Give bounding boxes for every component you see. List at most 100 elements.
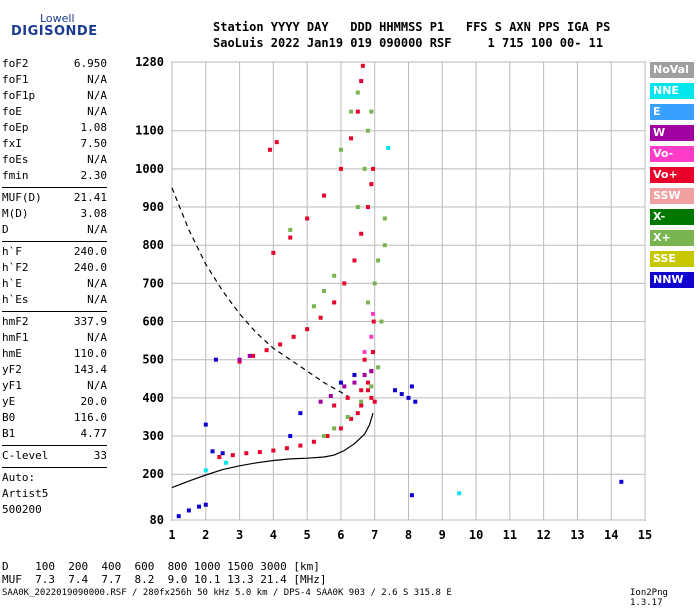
- echo-point-NNW: [409, 493, 414, 498]
- param-value: 337.9: [73, 315, 107, 328]
- legend-item-X-: X-: [650, 209, 694, 225]
- echo-point-Vo+: [288, 235, 293, 240]
- echo-point-NNW: [399, 392, 404, 397]
- echo-point-NNW: [352, 372, 357, 377]
- echo-point-NNW: [210, 449, 215, 454]
- param-value: 116.0: [73, 411, 107, 424]
- echo-point-X+: [365, 128, 370, 133]
- y-tick-label: 500: [142, 353, 164, 367]
- x-tick-label: 13: [570, 528, 584, 542]
- legend-item-SSW: SSW: [650, 188, 694, 204]
- param-value: N/A: [87, 293, 107, 306]
- param-hmE: hmE 110.0: [2, 347, 107, 363]
- param-foF1p: foF1p N/A: [2, 89, 107, 105]
- echo-point-NNW: [220, 451, 225, 456]
- echo-point-NNW: [392, 388, 397, 393]
- param-value: N/A: [87, 153, 107, 166]
- echo-point-Vo+: [325, 434, 330, 439]
- echo-point-X+: [382, 216, 387, 221]
- param-foF2: foF2 6.950: [2, 57, 107, 73]
- param-value: N/A: [87, 379, 107, 392]
- param-key: foEs: [2, 153, 29, 166]
- x-tick-label: 11: [503, 528, 517, 542]
- profile-curve: [171, 412, 374, 489]
- echo-point-Vo+: [257, 450, 262, 455]
- logo-digisonde: DIGISONDE: [11, 24, 98, 39]
- y-tick-label: 1100: [135, 124, 164, 138]
- echo-point-X+: [349, 109, 354, 114]
- echo-point-Vo+: [362, 357, 367, 362]
- param-yF2: yF2 143.4: [2, 363, 107, 379]
- echo-point-Vo+: [355, 109, 360, 114]
- echo-point-NNW: [406, 395, 411, 400]
- param-foEp: foEp 1.08: [2, 121, 107, 137]
- echo-point-X+: [355, 90, 360, 95]
- param-h`F2: h`F2 240.0: [2, 261, 107, 277]
- echo-point-X+: [379, 319, 384, 324]
- param-MUF(D): MUF(D) 21.41: [2, 191, 107, 207]
- echo-point-Vo+: [332, 300, 337, 305]
- x-tick-label: 3: [236, 528, 243, 542]
- echo-point-W: [352, 380, 357, 385]
- autoscaling-info-2: 500200: [2, 503, 42, 516]
- param-clevel: C-level 33: [2, 449, 107, 465]
- param-key: fxI: [2, 137, 22, 150]
- param-key: foEp: [2, 121, 29, 134]
- echo-point-Vo+: [360, 63, 365, 68]
- param-hmF2: hmF2 337.9: [2, 315, 107, 331]
- echo-point-NNW: [298, 411, 303, 416]
- autoscaling-info-1: Artist5: [2, 487, 49, 500]
- param-value: 1.08: [80, 121, 108, 134]
- x-tick-label: 1: [168, 528, 175, 542]
- param-B1: B1 4.77: [2, 427, 107, 443]
- y-tick-label: 200: [142, 467, 164, 481]
- legend-item-X+: X+: [650, 230, 694, 246]
- param-value: N/A: [87, 89, 107, 102]
- echo-point-Vo+: [338, 426, 343, 431]
- param-value: 143.4: [73, 363, 107, 376]
- echo-point-Vo+: [267, 147, 272, 152]
- param-separator: [2, 467, 107, 468]
- echo-point-NNE: [224, 460, 229, 465]
- param-separator: [2, 241, 107, 242]
- param-key: MUF(D): [2, 191, 42, 204]
- echo-point-Vo+: [271, 448, 276, 453]
- echo-point-Vo+: [318, 315, 323, 320]
- x-tick-label: 6: [337, 528, 344, 542]
- param-separator: [2, 187, 107, 188]
- echo-point-X+: [288, 227, 293, 232]
- param-fmin: fmin 2.30: [2, 169, 107, 185]
- echo-point-Vo-: [362, 350, 367, 355]
- x-tick-label: 2: [202, 528, 209, 542]
- param-yE: yE 20.0: [2, 395, 107, 411]
- x-tick-label: 5: [304, 528, 311, 542]
- param-key: B1: [2, 427, 16, 440]
- echo-point-Vo+: [372, 399, 377, 404]
- param-key: hmE: [2, 347, 22, 360]
- param-key: foF1p: [2, 89, 36, 102]
- echo-point-X+: [332, 273, 337, 278]
- echo-point-X+: [311, 304, 316, 309]
- param-key: hmF1: [2, 331, 29, 344]
- echo-point-Vo+: [251, 353, 256, 358]
- legend-item-NNE: NNE: [650, 83, 694, 99]
- echo-point-NNE: [203, 468, 208, 473]
- echo-point-X+: [322, 289, 327, 293]
- echo-point-NNW: [288, 434, 293, 439]
- echo-point-NNW: [186, 508, 191, 513]
- echo-point-NNW: [213, 357, 218, 362]
- echo-point-X+: [345, 414, 350, 419]
- x-tick-label: 7: [371, 528, 378, 542]
- param-value: 240.0: [73, 245, 107, 258]
- legend-item-Vo-: Vo-: [650, 146, 694, 162]
- echo-point-X+: [362, 166, 367, 171]
- echo-point-Vo-: [371, 311, 376, 316]
- param-h`F: h`F 240.0: [2, 245, 107, 261]
- echo-point-Vo+: [352, 258, 357, 263]
- param-key: h`F2: [2, 261, 29, 274]
- y-tick-label: 700: [142, 276, 164, 290]
- echo-point-X+: [376, 365, 381, 370]
- echo-point-NNE: [457, 491, 462, 496]
- echo-point-Vo+: [349, 416, 354, 421]
- legend-item-E: E: [650, 104, 694, 120]
